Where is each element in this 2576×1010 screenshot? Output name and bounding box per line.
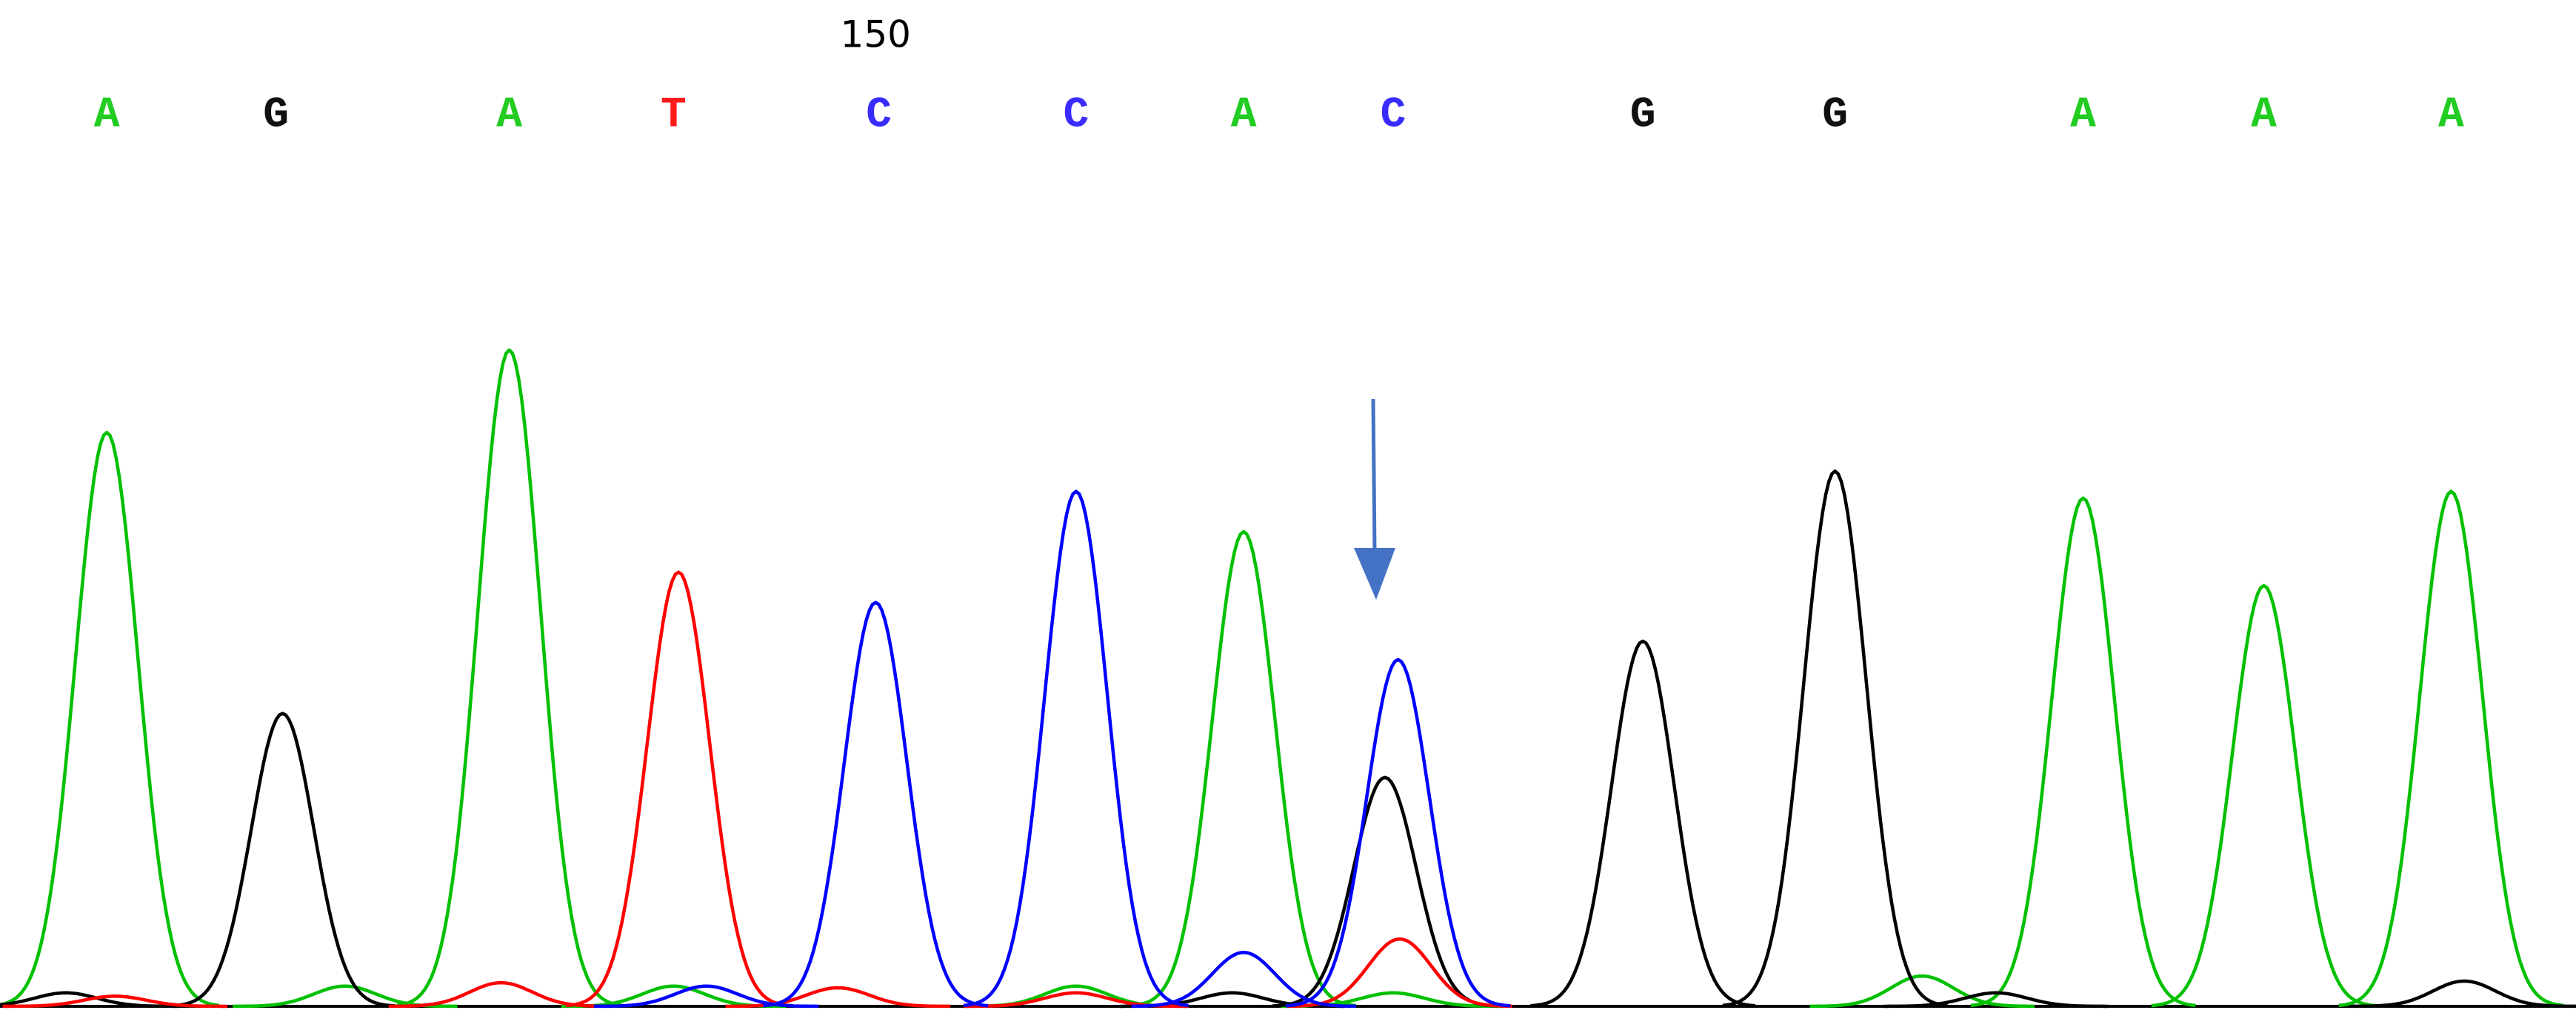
annotation-arrow [1354,398,1395,600]
peak [963,489,1189,1008]
peak [1131,951,1356,1009]
peak [0,430,220,1008]
peak [2,994,227,1009]
base-call: T [661,91,687,139]
peak [763,601,989,1008]
peak [388,980,614,1009]
peak [594,984,819,1009]
position-label: 150 [841,13,911,56]
base-call: C [1381,91,1407,139]
peak [2352,979,2576,1009]
peak [2338,489,2564,1008]
peak [566,570,792,1008]
base-call: A [496,91,522,139]
peak [1722,469,1948,1008]
peak [1809,974,2035,1009]
trace-channel [2,570,1512,1009]
peak [0,991,178,1009]
peak [1287,937,1512,1009]
base-call: A [2251,91,2277,139]
peak [2151,583,2377,1008]
peak [170,712,396,1008]
trace-channel [594,489,1511,1009]
base-call: A [1231,91,1257,139]
base-call: C [1063,91,1089,139]
peak [1530,639,1755,1008]
peak [396,348,622,1007]
base-call: C [866,91,892,139]
peak [1970,496,2196,1008]
arrow-shaft [1371,398,1377,552]
base-call: G [1630,91,1656,139]
base-call: G [1822,91,1848,139]
base-call: G [263,91,289,139]
base-call: A [94,91,120,139]
peak [1285,658,1511,1008]
base-call: A [2438,91,2464,139]
peak [1272,775,1498,1008]
peak [725,986,951,1009]
peak [1131,529,1357,1008]
trace-channel [0,348,2564,1009]
trace-channel [0,469,2576,1009]
arrow-head [1354,548,1395,600]
peak [1883,991,2109,1009]
base-call: A [2070,91,2096,139]
